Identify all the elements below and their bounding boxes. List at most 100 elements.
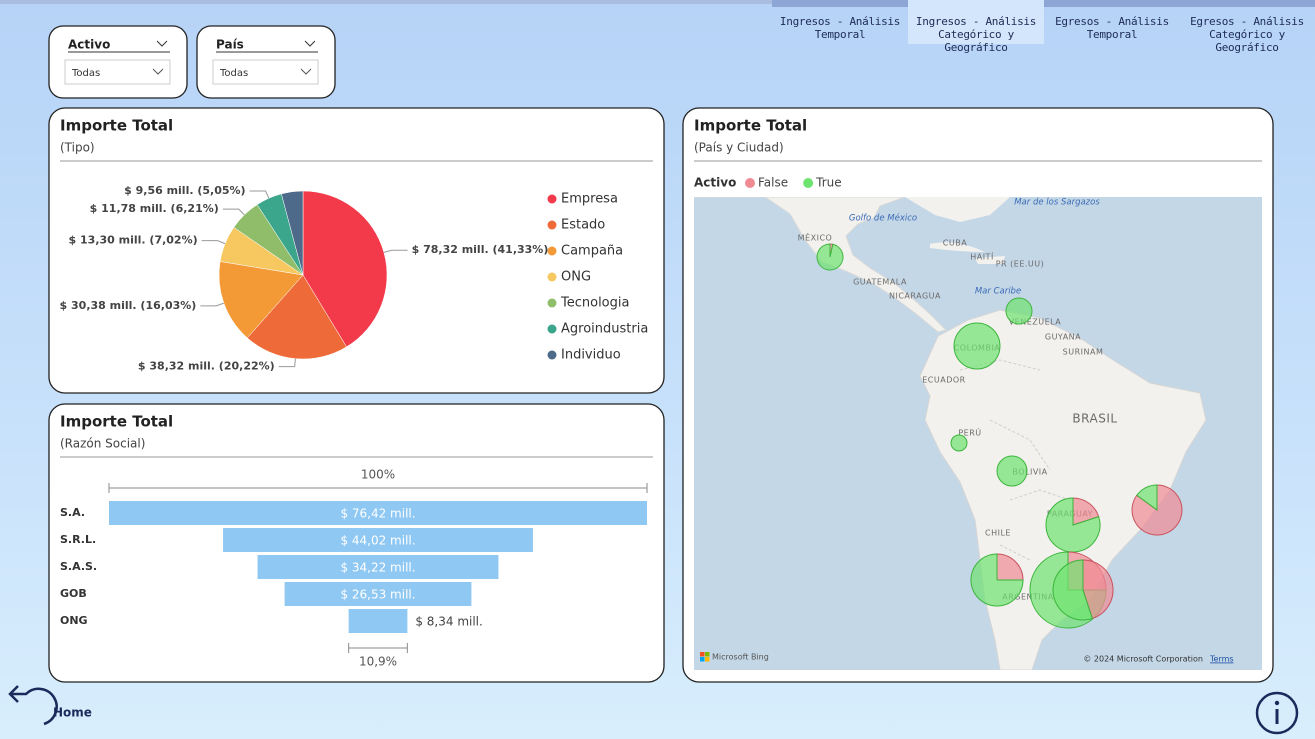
map-label: NICARAGUA <box>889 292 941 301</box>
funnel-pct: 10,9% <box>359 655 397 669</box>
bing-logo <box>705 657 710 662</box>
home-label: Home <box>53 706 92 720</box>
home-button[interactable]: Home <box>8 685 92 726</box>
map-label: SURINAM <box>1063 348 1104 357</box>
category-label: ONG <box>60 614 88 627</box>
home-icon <box>8 685 58 726</box>
bubble-slice <box>996 455 1028 487</box>
map-label: Mar de los Sargazos <box>1014 198 1100 208</box>
bubble-slice <box>1045 497 1101 553</box>
data-label: $ 44,02 mill. <box>340 534 415 548</box>
map-terms[interactable]: Terms <box>1209 655 1234 664</box>
dropdown[interactable] <box>212 59 319 85</box>
info-button[interactable] <box>1255 691 1299 735</box>
map-label: GUATEMALA <box>853 278 907 287</box>
bubble-slice <box>996 553 1024 581</box>
legend-marker <box>547 194 557 204</box>
chevron <box>304 40 316 47</box>
legend-marker <box>547 246 557 256</box>
dropdown[interactable] <box>64 59 171 85</box>
borders <box>959 359 1071 561</box>
legend-marker <box>803 178 814 188</box>
data-label: $ 38,32 mill. (20,22%) <box>138 360 275 373</box>
data-label: $ 11,78 mill. (6,21%) <box>90 202 219 215</box>
map[interactable] <box>694 197 1262 670</box>
legend-label: Agroindustria <box>561 322 648 337</box>
legend-marker <box>547 272 557 282</box>
chevron <box>156 40 168 47</box>
bubble-slice <box>1005 297 1033 325</box>
legend-label: Estado <box>561 218 605 233</box>
tab[interactable]: Egresos - Análisis Categórico y Geográfi… <box>1179 0 1315 54</box>
land <box>694 197 947 333</box>
legend-label: True <box>815 176 842 190</box>
bubble-slice <box>1131 484 1183 536</box>
map-label: ARGENTINA <box>1002 593 1054 602</box>
legend-marker <box>745 178 755 188</box>
tab-active[interactable]: Ingresos - Análisis Categórico y Geográf… <box>908 0 1044 54</box>
tab[interactable]: Ingresos - Análisis Temporal <box>772 0 908 44</box>
map-label: Golfo de México <box>849 213 917 224</box>
legend-label: Empresa <box>561 192 618 207</box>
data-label: $ 13,30 mill. (7,02%) <box>69 234 198 247</box>
map-label: CHILE <box>985 529 1011 538</box>
data-label: $ 76,42 mill. <box>340 507 415 521</box>
map-label: PR (EE.UU) <box>996 260 1045 269</box>
funnel-ruler <box>108 483 648 493</box>
pie-slice <box>281 190 304 276</box>
chevron <box>152 68 164 75</box>
legend-label: ONG <box>561 270 591 285</box>
map-label: Mar Caribe <box>975 287 1021 297</box>
data-label: $ 26,53 mill. <box>340 588 415 602</box>
leader-line <box>222 208 245 216</box>
filter[interactable]: País Todas <box>196 25 336 99</box>
land <box>905 197 1010 222</box>
bubble-slice <box>1052 559 1093 621</box>
leader-line <box>249 190 270 199</box>
top-strip <box>0 0 1315 4</box>
map-label: VENEZUELA <box>1009 318 1062 327</box>
map-label: BOLIVIA <box>1012 468 1047 477</box>
category-label: S.A.S. <box>60 560 97 573</box>
dropdown-value: Todas <box>71 68 100 79</box>
map-label: GUYANA <box>1045 333 1081 342</box>
funnel-ruler <box>348 643 408 653</box>
panel-subtitle: (País y Ciudad) <box>694 141 784 155</box>
bubble-slice <box>950 434 968 452</box>
map-label: BRASIL <box>1072 412 1117 426</box>
filter[interactable]: Activo Todas <box>48 25 188 99</box>
category-label: GOB <box>60 587 87 600</box>
leader-line <box>200 302 225 307</box>
bubble-slice <box>1136 484 1158 511</box>
panel-subtitle: (Razón Social) <box>60 437 145 451</box>
bing-logo <box>700 652 705 657</box>
legend-label: False <box>758 176 788 190</box>
tab[interactable]: Egresos - Análisis Temporal <box>1044 0 1180 44</box>
bing-logo <box>705 652 710 657</box>
funnel-bar <box>109 501 647 525</box>
info-dot <box>1274 700 1280 706</box>
legend-label: Campaña <box>561 244 623 259</box>
data-label: $ 9,56 mill. (5,05%) <box>124 184 245 197</box>
leader-line <box>383 249 408 253</box>
map-copyright: © 2024 Microsoft Corporation <box>1083 655 1203 664</box>
bubble-slice <box>816 243 844 271</box>
bubble-slice <box>1082 559 1114 620</box>
data-label: $ 8,34 mill. <box>415 615 483 629</box>
funnel-pct: 100% <box>361 468 395 482</box>
panel-title: Importe Total <box>60 413 173 431</box>
panel-title: Importe Total <box>60 117 173 135</box>
map-attribution: Microsoft Bing <box>712 653 769 662</box>
legend-marker <box>547 324 557 334</box>
leader-line <box>278 358 296 368</box>
legend-marker <box>547 298 557 308</box>
legend-marker <box>547 350 557 360</box>
filter-label: País <box>216 38 244 52</box>
category-label: S.A. <box>60 506 85 519</box>
funnel-bar <box>223 528 533 552</box>
map-label: PERÚ <box>958 427 981 438</box>
legend-marker <box>547 220 557 230</box>
data-label: $ 30,38 mill. (16,03%) <box>60 299 197 312</box>
